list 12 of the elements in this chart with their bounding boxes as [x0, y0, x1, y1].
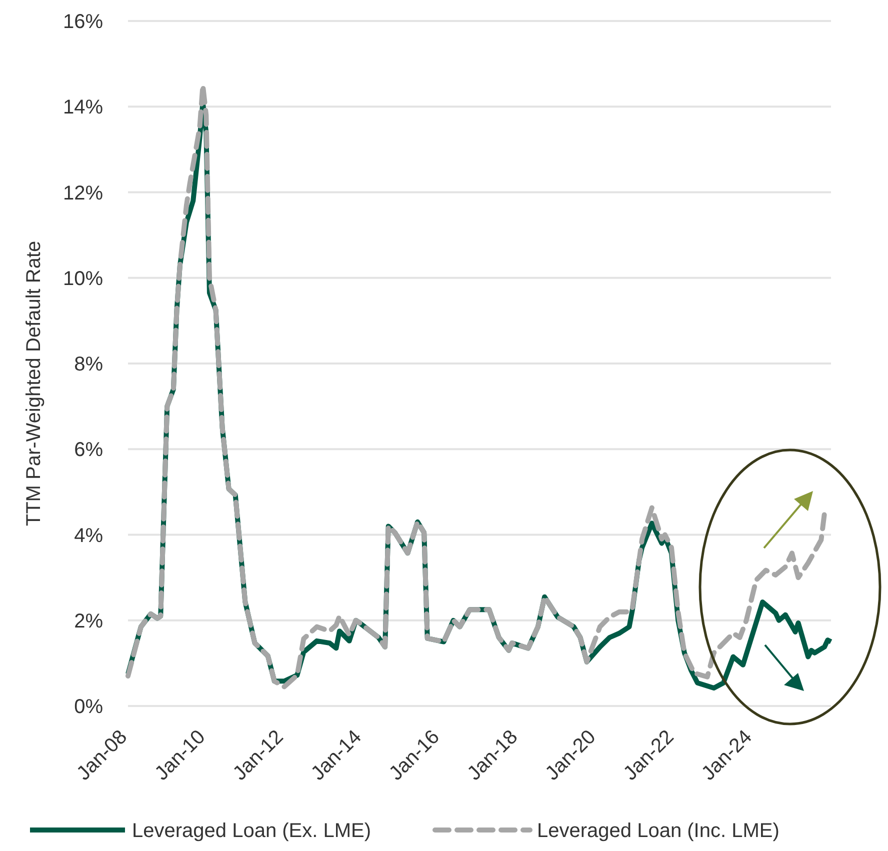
y-tick-label: 10%: [62, 268, 104, 290]
y-tick-label: 12%: [62, 182, 104, 204]
legend-label: Leveraged Loan (Ex. LME): [132, 820, 372, 842]
y-tick-label: 14%: [62, 96, 104, 119]
y-tick-label: 8%: [74, 354, 104, 376]
y-tick-label: 4%: [74, 524, 104, 547]
y-axis-title: TTM Par-Weighted Default Rate: [23, 240, 45, 526]
y-tick-label: 16%: [62, 11, 104, 33]
y-tick-label: 0%: [74, 696, 104, 718]
y-tick-label: 2%: [74, 610, 104, 632]
legend-label: Leveraged Loan (Inc. LME): [537, 820, 780, 842]
y-tick-label: 6%: [74, 439, 104, 462]
